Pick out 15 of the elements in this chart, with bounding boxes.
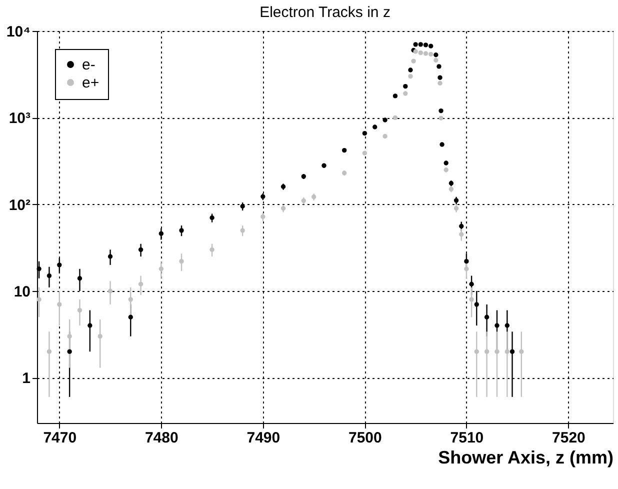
legend-label: e- (82, 56, 96, 74)
x-axis-title: Shower Axis, z (mm) (438, 448, 614, 468)
x-tick-label: 7480 (144, 430, 178, 446)
y-tick-label: 10⁴ (6, 24, 30, 40)
y-tick-label: 1 (22, 370, 30, 388)
y-tick-label: 10 (14, 284, 30, 301)
x-tick-label: 7490 (246, 430, 280, 446)
x-tick-label: 7470 (43, 430, 77, 446)
y-tick-label: 10³ (8, 110, 30, 128)
chart-title: Electron Tracks in z (260, 4, 390, 21)
x-tick-label: 7520 (552, 430, 586, 446)
legend-label: e+ (82, 74, 100, 92)
y-tick-label: 10² (8, 196, 30, 214)
x-tick-label: 7510 (450, 430, 484, 446)
x-tick-label: 7500 (348, 430, 382, 446)
